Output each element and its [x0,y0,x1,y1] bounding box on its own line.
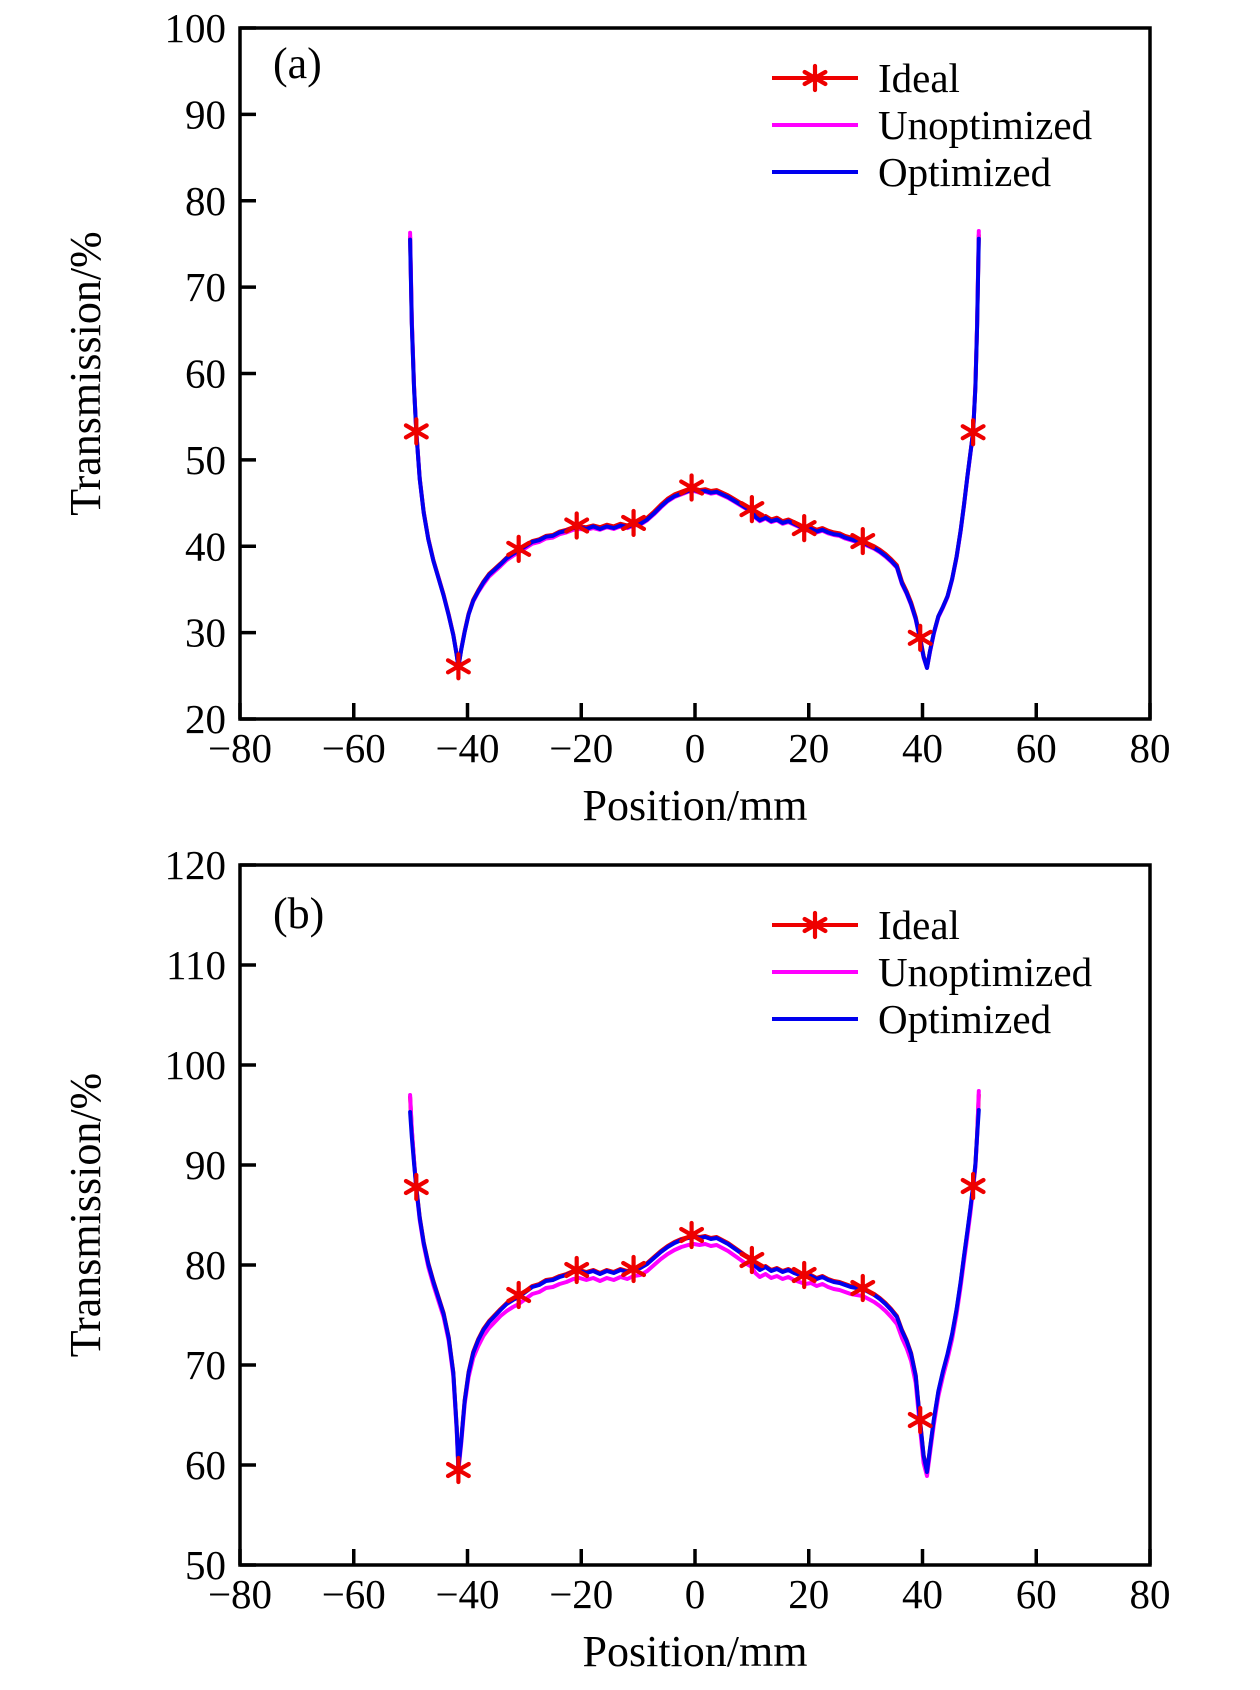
x-tick-label: −20 [549,1571,613,1617]
series-line-optimized [408,1108,981,1474]
x-tick-label: 20 [788,725,829,771]
y-axis-label: Transmission/% [61,1073,110,1357]
y-axis-label: Transmission/% [61,231,110,515]
panel-a: −80 −60 −40 −20 0 20 40 60 80 20 30 40 50 60 70 80 90 100… [61,5,1171,830]
legend-item-optimized: Optimized [772,996,1051,1042]
asterisk-marker [739,495,765,524]
y-tick-label: 30 [185,610,226,656]
x-axis-label: Position/mm [583,1627,808,1676]
x-tick-label: 20 [788,1571,829,1617]
legend-item-optimized: Optimized [772,149,1051,195]
legend-item-unoptimized: Unoptimized [772,949,1092,995]
asterisk-marker [850,526,876,556]
asterisk-marker [791,1260,817,1290]
asterisk-marker [445,1455,471,1485]
asterisk-marker [564,511,590,540]
y-tick-label: 70 [185,1342,226,1388]
y-tick-label: 40 [185,523,226,569]
y-tick-label: 70 [185,264,226,310]
marker-group-ideal [403,1171,986,1485]
marker-group-ideal [403,417,986,681]
x-tick-label: −20 [549,725,613,771]
asterisk-marker [679,473,705,502]
asterisk-marker [564,1255,590,1285]
x-tick-label: −60 [322,725,386,771]
legend-label: Unoptimized [878,949,1092,995]
asterisk-marker [960,1171,986,1201]
x-tick-label: 60 [1016,725,1057,771]
legend-item-ideal: Ideal [772,902,960,948]
asterisk-marker [621,1254,647,1284]
x-tick-label: 80 [1130,725,1171,771]
y-tick-label: 100 [165,1042,227,1088]
x-tick-label: 0 [685,1571,706,1617]
x-tick-label: 60 [1016,1571,1057,1617]
x-axis-label: Position/mm [583,781,808,830]
x-tick-label: −40 [435,1571,499,1617]
panel-tag-b: (b) [273,889,324,938]
panel-tag-a: (a) [273,39,322,88]
series-line-ideal [408,233,981,670]
asterisk-marker [960,418,986,447]
y-tick-label: 60 [185,1442,226,1488]
y-tick-label: 50 [185,437,226,483]
series-line-optimized [408,236,981,670]
legend-label: Unoptimized [878,102,1092,148]
panel-b: −80 −60 −40 −20 0 20 40 60 80 50 60 70 80 90 100 110 120… [61,842,1171,1676]
asterisk-marker [403,417,429,446]
y-tick-label: 20 [185,696,226,742]
asterisk-marker [907,623,933,652]
legend-item-ideal: Ideal [772,55,960,101]
y-tick-label: 50 [185,1542,226,1588]
legend-label: Optimized [878,149,1051,195]
legend-item-unoptimized: Unoptimized [772,102,1092,148]
y-tick-label: 100 [165,5,227,51]
asterisk-marker [621,508,647,538]
x-tick-label: 40 [902,1571,943,1617]
legend-label: Ideal [878,902,960,948]
y-tick-label: 60 [185,351,226,397]
y-tick-label: 80 [185,178,226,224]
asterisk-marker [791,514,817,543]
x-tick-label: −60 [322,1571,386,1617]
y-tick-label: 120 [165,842,227,888]
y-tick-label: 90 [185,1142,226,1188]
asterisk-marker [850,1273,876,1303]
legend-asterisk-marker [802,63,828,93]
x-tick-label: −80 [208,725,272,771]
x-tick-label: 80 [1130,1571,1171,1617]
asterisk-marker [907,1405,933,1435]
legend-label: Optimized [878,996,1051,1042]
y-tick-label: 80 [185,1242,226,1288]
asterisk-marker [506,534,532,563]
asterisk-marker [445,652,471,681]
x-tick-label: 0 [685,725,706,771]
x-tick-label: 40 [902,725,943,771]
series-line-unoptimized [408,1089,981,1478]
y-tick-label: 90 [185,91,226,137]
x-tick-label: −40 [435,725,499,771]
x-tick-label: −80 [208,1571,272,1617]
series-line-ideal [408,1093,981,1474]
asterisk-marker [403,1172,429,1202]
asterisk-marker [506,1280,532,1310]
y-tick-label: 110 [166,942,226,988]
asterisk-marker [739,1245,765,1275]
series-line-unoptimized [408,229,981,670]
asterisk-marker [679,1220,705,1250]
legend-asterisk-marker [802,910,828,940]
legend-label: Ideal [878,55,960,101]
